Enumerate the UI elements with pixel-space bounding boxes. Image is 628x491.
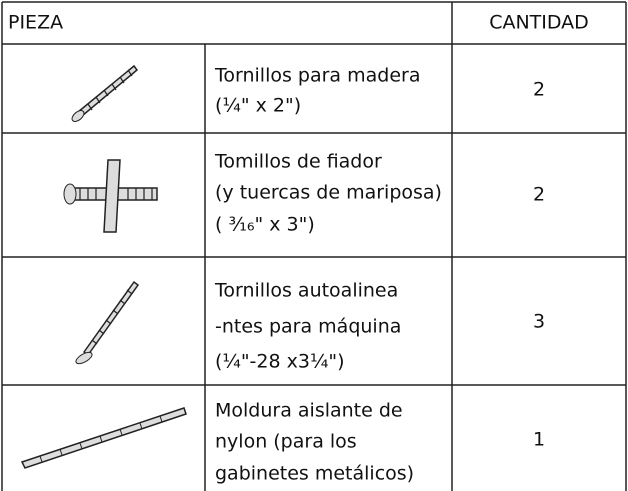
- toggle-bolt-icon: [63, 159, 158, 233]
- quantity: 2: [533, 79, 545, 101]
- description-line: nylon (para los: [215, 431, 357, 453]
- description-line: gabinetes metálicos): [215, 463, 414, 485]
- description-line: ( ³⁄₁₆" x 3"): [215, 214, 315, 236]
- description-line: Moldura aislante de: [215, 400, 403, 422]
- machine-screw-icon: [75, 280, 140, 365]
- description-line: (y tuercas de mariposa): [215, 182, 442, 204]
- description-line: (¹⁄₄"-28 x3¹⁄₄"): [215, 351, 345, 373]
- quantity: 2: [533, 184, 545, 206]
- wood-screw-icon: [71, 64, 139, 122]
- header-cell: PIEZA: [8, 12, 63, 34]
- description-line: -ntes para máquina: [215, 316, 401, 338]
- nylon-strip-icon: [20, 407, 187, 469]
- quantity: 1: [533, 429, 545, 451]
- quantity: 3: [533, 311, 545, 333]
- description-line: Tomillos de fiador: [214, 151, 382, 173]
- description-line: (¹⁄₄" x 2"): [215, 95, 301, 117]
- description-line: Tornillos autoalinea: [214, 280, 398, 302]
- description-line: Tornillos para madera: [214, 65, 420, 87]
- header-cell: CANTIDAD: [489, 12, 589, 34]
